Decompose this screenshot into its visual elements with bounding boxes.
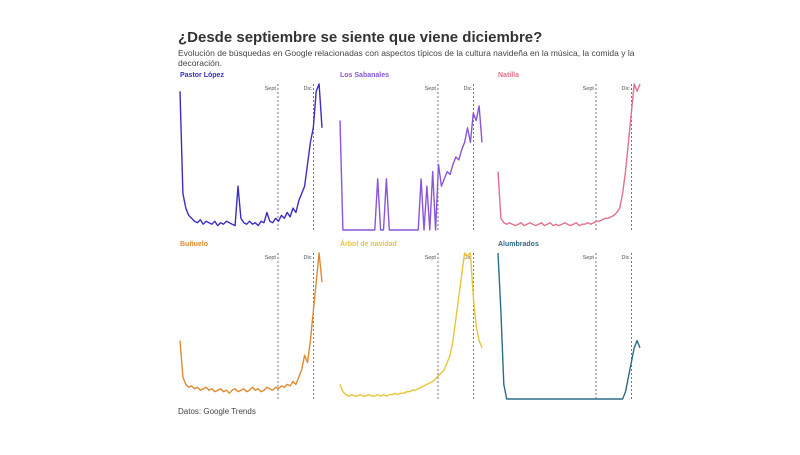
panel-title: Árbol de navidad (340, 239, 397, 248)
card (172, 20, 652, 422)
reference-label: Dic (464, 86, 472, 92)
panel-title: Buñuelo (180, 241, 208, 248)
reference-label: Sept (425, 255, 437, 261)
reference-label: Dic (304, 255, 312, 261)
reference-label: Sept (583, 86, 595, 92)
panel-title: Los Sabanales (340, 72, 389, 79)
subtitle: Evolución de búsquedas en Google relacio… (178, 48, 635, 58)
reference-label: Sept (265, 86, 277, 92)
series-line (179, 252, 323, 394)
panel-title: Alumbrados (498, 241, 539, 248)
reference-label: Sept (583, 255, 595, 261)
reference-label: Sept (425, 86, 437, 92)
panel-title: Natilla (498, 72, 519, 79)
series-line (497, 83, 641, 227)
reference-label: Dic (464, 255, 472, 261)
series-line (339, 252, 483, 397)
reference-label: Dic (304, 86, 312, 92)
series-line (339, 105, 483, 231)
series-line (497, 252, 641, 400)
reference-label: Dic (622, 86, 630, 92)
series-line (179, 83, 323, 227)
reference-label: Dic (622, 255, 630, 261)
page-title: ¿Desde septiembre se siente que viene di… (178, 29, 542, 46)
source: Datos: Google Trends (178, 407, 256, 416)
panel-title: Pastor López (180, 72, 224, 79)
subtitle: decoración. (178, 58, 222, 68)
reference-label: Sept (265, 255, 277, 261)
